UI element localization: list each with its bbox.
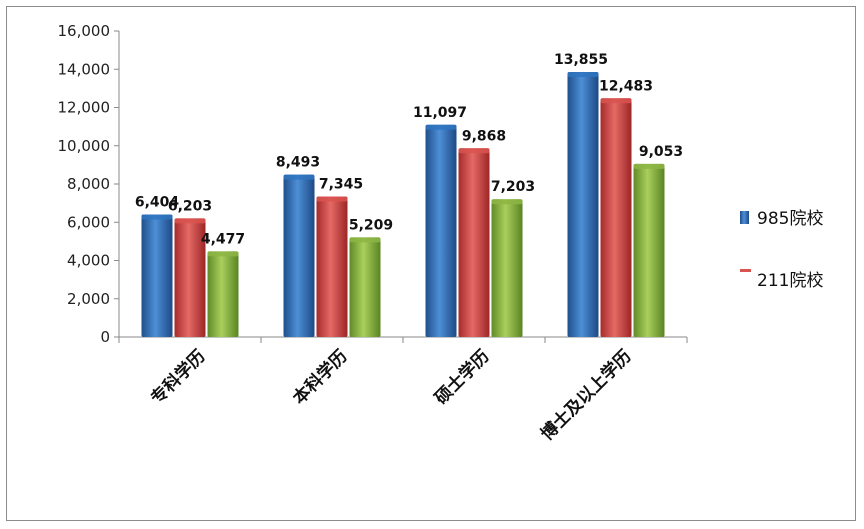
category-label: 博士及以上学历 [537,346,636,445]
bar-cap [491,199,523,205]
bar-cap [567,72,599,78]
bar [458,148,490,337]
bar [174,218,206,337]
data-label: 7,345 [319,177,363,193]
bar-cap [349,237,381,243]
y-tick-label: 8,000 [67,175,110,193]
legend: 985院校 211院校 [740,209,823,291]
data-label: 6,203 [168,198,212,214]
y-tick-label: 6,000 [67,213,110,231]
legend-label: 985院校 [757,209,823,229]
chart-frame: 0 2,000 4,000 6,000 8,000 10,000 12,000 14,000 1… [6,6,856,521]
bar-cap [283,174,315,180]
data-label: 4,477 [201,231,245,247]
bar [349,237,381,337]
bar-cap [458,148,490,154]
bar [600,98,632,337]
bar [316,196,348,337]
data-label: 11,097 [413,105,467,121]
bar-chart: 0 2,000 4,000 6,000 8,000 10,000 12,000 14,000 1… [58,22,824,445]
category-label: 本科学历 [289,346,352,409]
bar [141,214,173,337]
bar [425,124,457,338]
bar-cap [425,124,457,130]
bar [567,72,599,337]
y-tick-label: 10,000 [58,137,111,155]
bar [633,163,665,337]
bar-cap [207,251,239,257]
y-tick-label: 14,000 [58,60,111,78]
data-label: 5,209 [349,217,393,233]
y-tick-label: 4,000 [67,252,110,270]
bar-cap [141,214,173,220]
y-tick-label: 12,000 [58,99,111,117]
bar-cap [600,98,632,104]
bar [491,199,523,337]
y-tick-label: 16,000 [58,22,111,40]
legend-label: 211院校 [757,271,823,291]
bar-cap [316,196,348,202]
bar-cap [174,218,206,224]
data-label: 6,404 [135,195,180,211]
data-label: 8,493 [276,155,320,171]
data-label: 9,053 [639,144,683,160]
category-label: 硕士学历 [431,346,494,409]
y-tick-label: 0 [100,328,110,346]
data-label: 7,203 [491,179,535,195]
legend-swatch [740,269,751,272]
legend-swatch [740,211,749,224]
data-label: 13,855 [554,52,608,68]
bar [283,174,315,337]
bar-cap [633,163,665,169]
data-label: 9,868 [462,128,506,144]
data-label: 12,483 [599,78,653,94]
bar [207,251,239,337]
y-tick-label: 2,000 [67,290,110,308]
category-label: 专科学历 [147,346,210,409]
